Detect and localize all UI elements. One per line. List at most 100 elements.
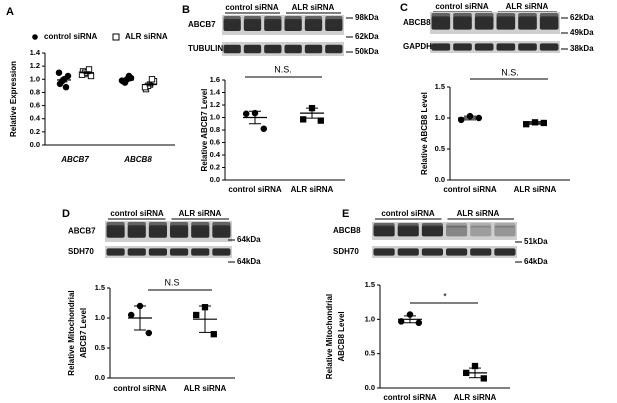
blot-band <box>223 44 241 54</box>
panel-label: E <box>342 208 349 220</box>
y-axis-label: Relative ABCB7 Level <box>200 89 209 172</box>
blot-band <box>431 16 451 30</box>
y-tick-label: 1.2 <box>210 100 220 109</box>
annotation: N.S. <box>274 64 292 74</box>
x-tick-label: control siRNA <box>113 384 167 393</box>
y-axis-label: Relative ABCB8 Level <box>420 92 429 175</box>
data-point <box>148 76 156 83</box>
blot-band <box>373 248 395 256</box>
row-label: ABCB8 <box>333 226 361 235</box>
blot-band <box>470 248 492 256</box>
blot-band <box>421 225 443 237</box>
size-label: 64kDa <box>237 257 261 266</box>
blot-band <box>431 13 451 19</box>
blot-band <box>421 248 443 256</box>
size-label: 62kDa <box>570 13 594 22</box>
blot-band <box>397 248 419 256</box>
blot-band <box>284 44 302 54</box>
y-axis-label: Relative Mitochondrial <box>67 290 76 375</box>
data-point <box>480 375 487 382</box>
blot-band <box>539 43 559 51</box>
data-point <box>127 311 135 319</box>
y-tick-label: 0.5 <box>435 144 445 153</box>
blot-band <box>304 44 323 54</box>
row-label: ABCB8 <box>403 18 431 27</box>
blot-band <box>284 19 302 31</box>
annotation: * <box>443 291 447 301</box>
x-tick-label: control siRNA <box>383 393 437 402</box>
y-tick-label: 0.0 <box>95 373 105 382</box>
y-tick-label: 1.0 <box>365 314 375 323</box>
y-tick-label: 1.4 <box>30 48 41 57</box>
blot-band <box>494 225 516 237</box>
blot-band <box>494 248 516 256</box>
lane-label: control siRNA <box>110 209 164 218</box>
y-tick-label: 0.6 <box>210 137 220 146</box>
size-label: 38kDa <box>570 44 594 53</box>
y-tick-label: 0.8 <box>30 87 40 96</box>
blot-band <box>474 13 494 19</box>
y-tick-label: 0.2 <box>30 127 40 136</box>
blot-band <box>470 225 492 237</box>
blot-band <box>470 223 492 228</box>
size-label: 64kDa <box>237 235 261 244</box>
y-tick-label: 1.2 <box>30 61 40 70</box>
blot-band <box>325 16 343 21</box>
blot-band <box>539 13 559 19</box>
blot-band <box>496 16 516 30</box>
size-label: 62kDa <box>355 32 379 41</box>
data-point <box>64 72 72 80</box>
blot-band <box>243 16 262 21</box>
y-tick-label: 0.0 <box>365 383 375 392</box>
y-tick-label: 0.0 <box>30 140 40 149</box>
y-tick-label: 0.2 <box>210 162 220 171</box>
blot-band <box>373 225 395 237</box>
panel-label: C <box>400 2 408 14</box>
blot-band <box>496 43 516 51</box>
y-tick-label: 0.6 <box>30 101 40 110</box>
y-tick-label: 0.4 <box>210 150 221 159</box>
legend-label: control siRNA <box>44 32 98 41</box>
data-point <box>141 84 149 91</box>
data-point <box>415 319 423 327</box>
data-point <box>523 121 530 128</box>
blot-band <box>212 222 231 228</box>
y-tick-label: 1.0 <box>95 313 105 322</box>
annotation: N.S. <box>501 67 519 77</box>
blot-band <box>325 44 343 54</box>
blot-band <box>223 16 241 21</box>
lane-label: control siRNA <box>225 3 279 12</box>
blot-band <box>474 16 494 30</box>
data-point <box>242 110 250 117</box>
blot-band <box>446 223 468 228</box>
blot-band <box>431 43 451 51</box>
data-point <box>317 117 324 124</box>
x-tick-label: ALR siRNA <box>184 384 227 393</box>
data-point <box>62 83 70 91</box>
y-tick-label: 1.6 <box>210 75 220 84</box>
blot-band <box>148 248 167 256</box>
blot-band <box>127 225 146 238</box>
data-point <box>78 71 86 78</box>
blot-band <box>474 43 494 51</box>
blot-band <box>284 16 302 21</box>
data-point <box>55 69 63 76</box>
blot-band <box>373 223 395 228</box>
y-axis-label: Relative Expression <box>9 61 18 137</box>
blot-band <box>453 16 472 30</box>
legend-label: ALR siRNA <box>125 32 168 41</box>
y-tick-label: 1.0 <box>210 112 220 121</box>
x-tick-label: ALR siRNA <box>514 185 557 194</box>
data-point <box>397 318 405 325</box>
lane-label: ALR siRNA <box>292 3 335 12</box>
lane-label: control siRNA <box>435 2 489 11</box>
y-axis-label: ABCB7 Level <box>79 308 88 358</box>
blot-band <box>446 248 468 256</box>
blot-band <box>148 225 167 238</box>
blot-band <box>325 19 343 31</box>
y-tick-label: 1.0 <box>30 74 40 83</box>
blot-band <box>421 223 443 228</box>
blot-band <box>453 43 472 51</box>
row-label: SDH70 <box>333 247 359 256</box>
